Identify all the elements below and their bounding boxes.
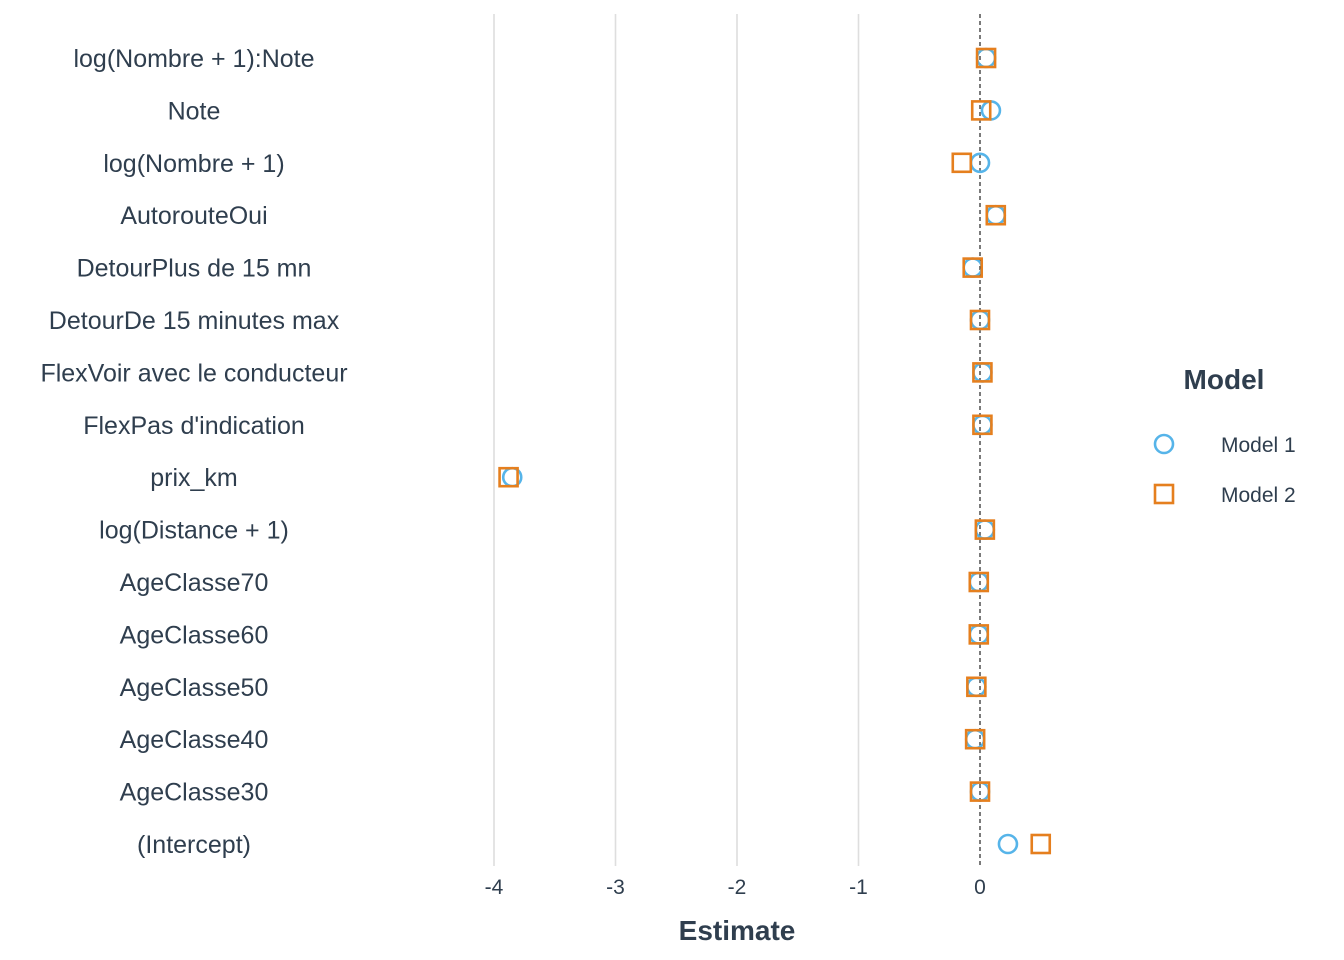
point-model2-9: [974, 519, 996, 540]
y-tick-label: AgeClasse30: [120, 779, 269, 807]
legend-label: Model 1: [1221, 434, 1296, 457]
point-model2-7: [972, 414, 993, 436]
point-model2-6: [972, 362, 993, 383]
legend: Model Model 1 Model 2: [1153, 364, 1296, 507]
grid-lines: [493, 14, 860, 866]
y-tick-label: log(Nombre + 1): [103, 150, 284, 178]
y-tick-label: log(Distance + 1): [99, 517, 289, 545]
y-tick-labels: log(Nombre + 1):Note Note log(Nombre + 1) A…: [40, 45, 347, 859]
point-model2-11: [968, 624, 990, 645]
point-model2-2: [951, 152, 973, 174]
point-model2-3: [985, 204, 1007, 226]
legend-items: Model 1 Model 2: [1153, 433, 1296, 507]
point-model2-10: [968, 571, 990, 593]
x-axis-title: Estimate: [679, 915, 796, 946]
point-model1-6: [972, 362, 993, 383]
y-tick-label: DetourDe 15 minutes max: [49, 307, 340, 335]
y-tick-label: prix_km: [150, 464, 238, 492]
x-tick-label: -3: [606, 876, 625, 899]
point-model1-3: [985, 204, 1007, 226]
x-tick-label: -1: [849, 876, 868, 899]
y-tick-label: log(Nombre + 1):Note: [73, 45, 314, 73]
y-tick-label: FlexPas d'indication: [83, 412, 305, 440]
point-model1-10: [968, 571, 990, 593]
point-model2-13: [964, 728, 986, 750]
y-tick-label: DetourPlus de 15 mn: [77, 255, 312, 283]
point-model1-15: [997, 833, 1019, 855]
y-tick-label: (Intercept): [137, 831, 251, 859]
point-model2-4: [962, 257, 984, 278]
y-tick-label: Note: [168, 97, 221, 125]
y-tick-label: AutorouteOui: [120, 202, 267, 230]
y-tick-label: AgeClasse70: [120, 569, 269, 597]
point-model1-7: [972, 414, 993, 436]
point-model2-14: [969, 781, 991, 802]
x-tick-labels: -4 -3 -2 -1 0: [485, 876, 986, 899]
point-model2-5: [969, 309, 991, 331]
y-tick-label: AgeClasse60: [120, 621, 269, 649]
x-tick-label: -4: [485, 876, 504, 899]
point-model1-9: [974, 519, 996, 540]
y-tick-label: AgeClasse50: [120, 674, 269, 702]
point-model1-13: [964, 728, 986, 750]
legend-label: Model 2: [1221, 484, 1296, 507]
point-model2-12: [966, 676, 987, 698]
y-tick-label: FlexVoir avec le conducteur: [40, 359, 347, 387]
point-model1-5: [969, 309, 991, 331]
data-points: [498, 47, 1052, 855]
point-model1-12: [966, 676, 987, 698]
point-model2-8: [498, 466, 519, 488]
point-model2-15: [1030, 833, 1052, 855]
legend-square-icon: [1153, 483, 1175, 505]
legend-circle-icon: [1153, 433, 1175, 455]
legend-title: Model: [1184, 364, 1265, 395]
point-model1-4: [962, 257, 984, 278]
point-model2-1: [970, 100, 992, 121]
point-model1-11: [968, 624, 990, 645]
point-model2-0: [975, 47, 997, 69]
y-tick-label: AgeClasse40: [120, 726, 269, 754]
x-tick-label: 0: [974, 876, 986, 899]
x-tick-label: -2: [728, 876, 747, 899]
